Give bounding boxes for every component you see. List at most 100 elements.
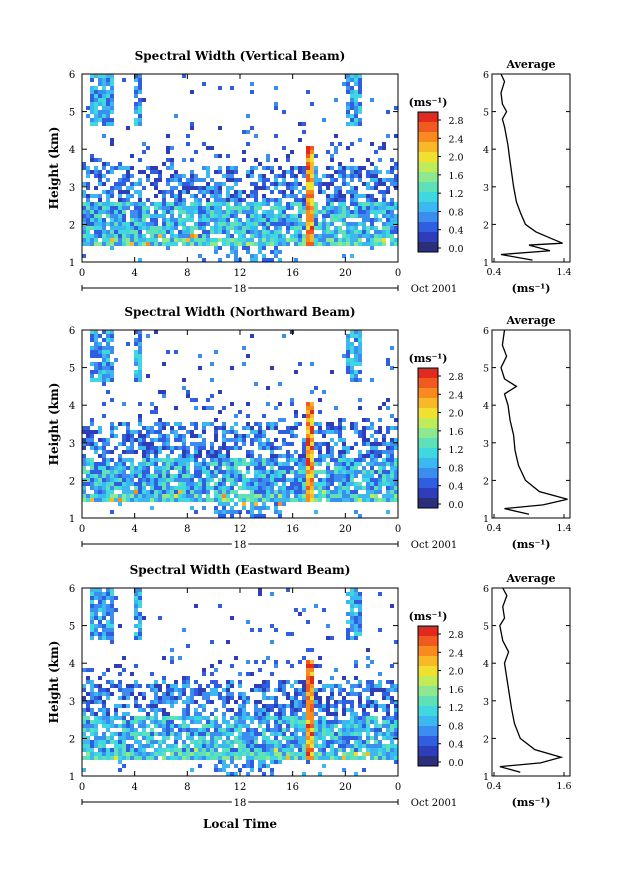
heatmap-cell — [158, 190, 162, 194]
heatmap-cell — [286, 454, 290, 458]
heatmap-cell — [190, 732, 194, 736]
colorbar-segment — [418, 696, 438, 706]
heatmap-cell — [278, 478, 282, 482]
heatmap-cell — [194, 150, 198, 154]
heatmap-cell — [158, 242, 162, 246]
heatmap-cell — [82, 234, 86, 238]
heatmap-cell — [98, 748, 102, 752]
heatmap-cell — [174, 238, 178, 242]
heatmap-cell — [362, 768, 366, 772]
heatmap-cell — [206, 182, 210, 186]
heatmap-cell — [86, 744, 90, 748]
heatmap-cell — [170, 656, 174, 660]
heatmap-cell — [186, 454, 190, 458]
heatmap-cell — [354, 206, 358, 210]
heatmap-cell — [338, 470, 342, 474]
heatmap-cell — [170, 174, 174, 178]
heatmap-cell — [310, 214, 314, 218]
heatmap-cell — [222, 506, 226, 510]
heatmap-cell — [226, 214, 230, 218]
heatmap-cell — [214, 202, 218, 206]
heatmap-cell — [266, 756, 270, 760]
heatmap-cell — [146, 174, 150, 178]
x-tick-label: 16 — [286, 268, 299, 279]
heatmap-cell — [226, 462, 230, 466]
heatmap-cell — [234, 258, 238, 262]
heatmap-cell — [366, 728, 370, 732]
heatmap-cell — [82, 744, 86, 748]
heatmap-cell — [350, 90, 354, 94]
heatmap-cell — [294, 238, 298, 242]
heatmap-cell — [146, 446, 150, 450]
heatmap-cell — [166, 692, 170, 696]
heatmap-cell — [82, 462, 86, 466]
heatmap-cell — [318, 446, 322, 450]
heatmap-cell — [106, 98, 110, 102]
heatmap-cell — [278, 222, 282, 226]
heatmap-cell — [258, 498, 262, 502]
heatmap-cell — [382, 194, 386, 198]
heatmap-cell — [246, 724, 250, 728]
heatmap-cell — [234, 218, 238, 222]
heatmap-cell — [290, 490, 294, 494]
heatmap-cell — [218, 410, 222, 414]
heatmap-cell — [226, 454, 230, 458]
heatmap-cell — [226, 210, 230, 214]
heatmap-cell — [298, 660, 302, 664]
heatmap-cell — [222, 486, 226, 490]
heatmap-cell — [350, 222, 354, 226]
heatmap-cell — [346, 744, 350, 748]
heatmap-cell — [386, 226, 390, 230]
heatmap-cell — [306, 414, 310, 418]
heatmap-cell — [134, 466, 138, 470]
heatmap-cell — [218, 498, 222, 502]
heatmap-cell — [162, 226, 166, 230]
x-tick-label: 4 — [131, 782, 137, 793]
heatmap-cell — [94, 378, 98, 382]
heatmap-cell — [138, 110, 142, 114]
heatmap-cell — [238, 206, 242, 210]
heatmap-cell — [170, 158, 174, 162]
heatmap-cell — [98, 214, 102, 218]
heatmap-cells — [82, 588, 398, 776]
heatmap-cell — [226, 254, 230, 258]
heatmap-cell — [98, 362, 102, 366]
heatmap-cell — [90, 98, 94, 102]
heatmap-cell — [206, 230, 210, 234]
heatmap-cell — [122, 498, 126, 502]
heatmap-cell — [346, 338, 350, 342]
y-tick-label: 4 — [69, 145, 75, 156]
heatmap-cell — [102, 382, 106, 386]
heatmap-cell — [98, 354, 102, 358]
heatmap-cell — [154, 470, 158, 474]
heatmap-cell — [206, 470, 210, 474]
heatmap-cell — [334, 242, 338, 246]
heatmap-cell — [98, 470, 102, 474]
heatmap-cell — [242, 234, 246, 238]
heatmap-cell — [94, 588, 98, 592]
heatmap-cell — [354, 422, 358, 426]
heatmap-cell — [198, 716, 202, 720]
heatmap-cell — [326, 700, 330, 704]
heatmap-cell — [186, 728, 190, 732]
heatmap-cell — [338, 214, 342, 218]
heatmap-cell — [394, 418, 398, 422]
heatmap-cell — [90, 354, 94, 358]
heatmap-cell — [262, 202, 266, 206]
heatmap-cell — [158, 708, 162, 712]
heatmap-cell — [258, 238, 262, 242]
heatmap-cell — [378, 744, 382, 748]
heatmap-cell — [246, 732, 250, 736]
heatmap-cell — [358, 724, 362, 728]
heatmap-cell — [110, 612, 114, 616]
heatmap-cell — [386, 744, 390, 748]
heatmap-cell — [262, 430, 266, 434]
heatmap-cell — [182, 450, 186, 454]
heatmap-cell — [326, 744, 330, 748]
heatmap-cell — [294, 214, 298, 218]
panel-title: Spectral Width (Vertical Beam) — [135, 49, 346, 63]
heatmap-cell — [94, 118, 98, 122]
heatmap-cell — [310, 178, 314, 182]
heatmap-cell — [230, 458, 234, 462]
heatmap-cell — [306, 222, 310, 226]
